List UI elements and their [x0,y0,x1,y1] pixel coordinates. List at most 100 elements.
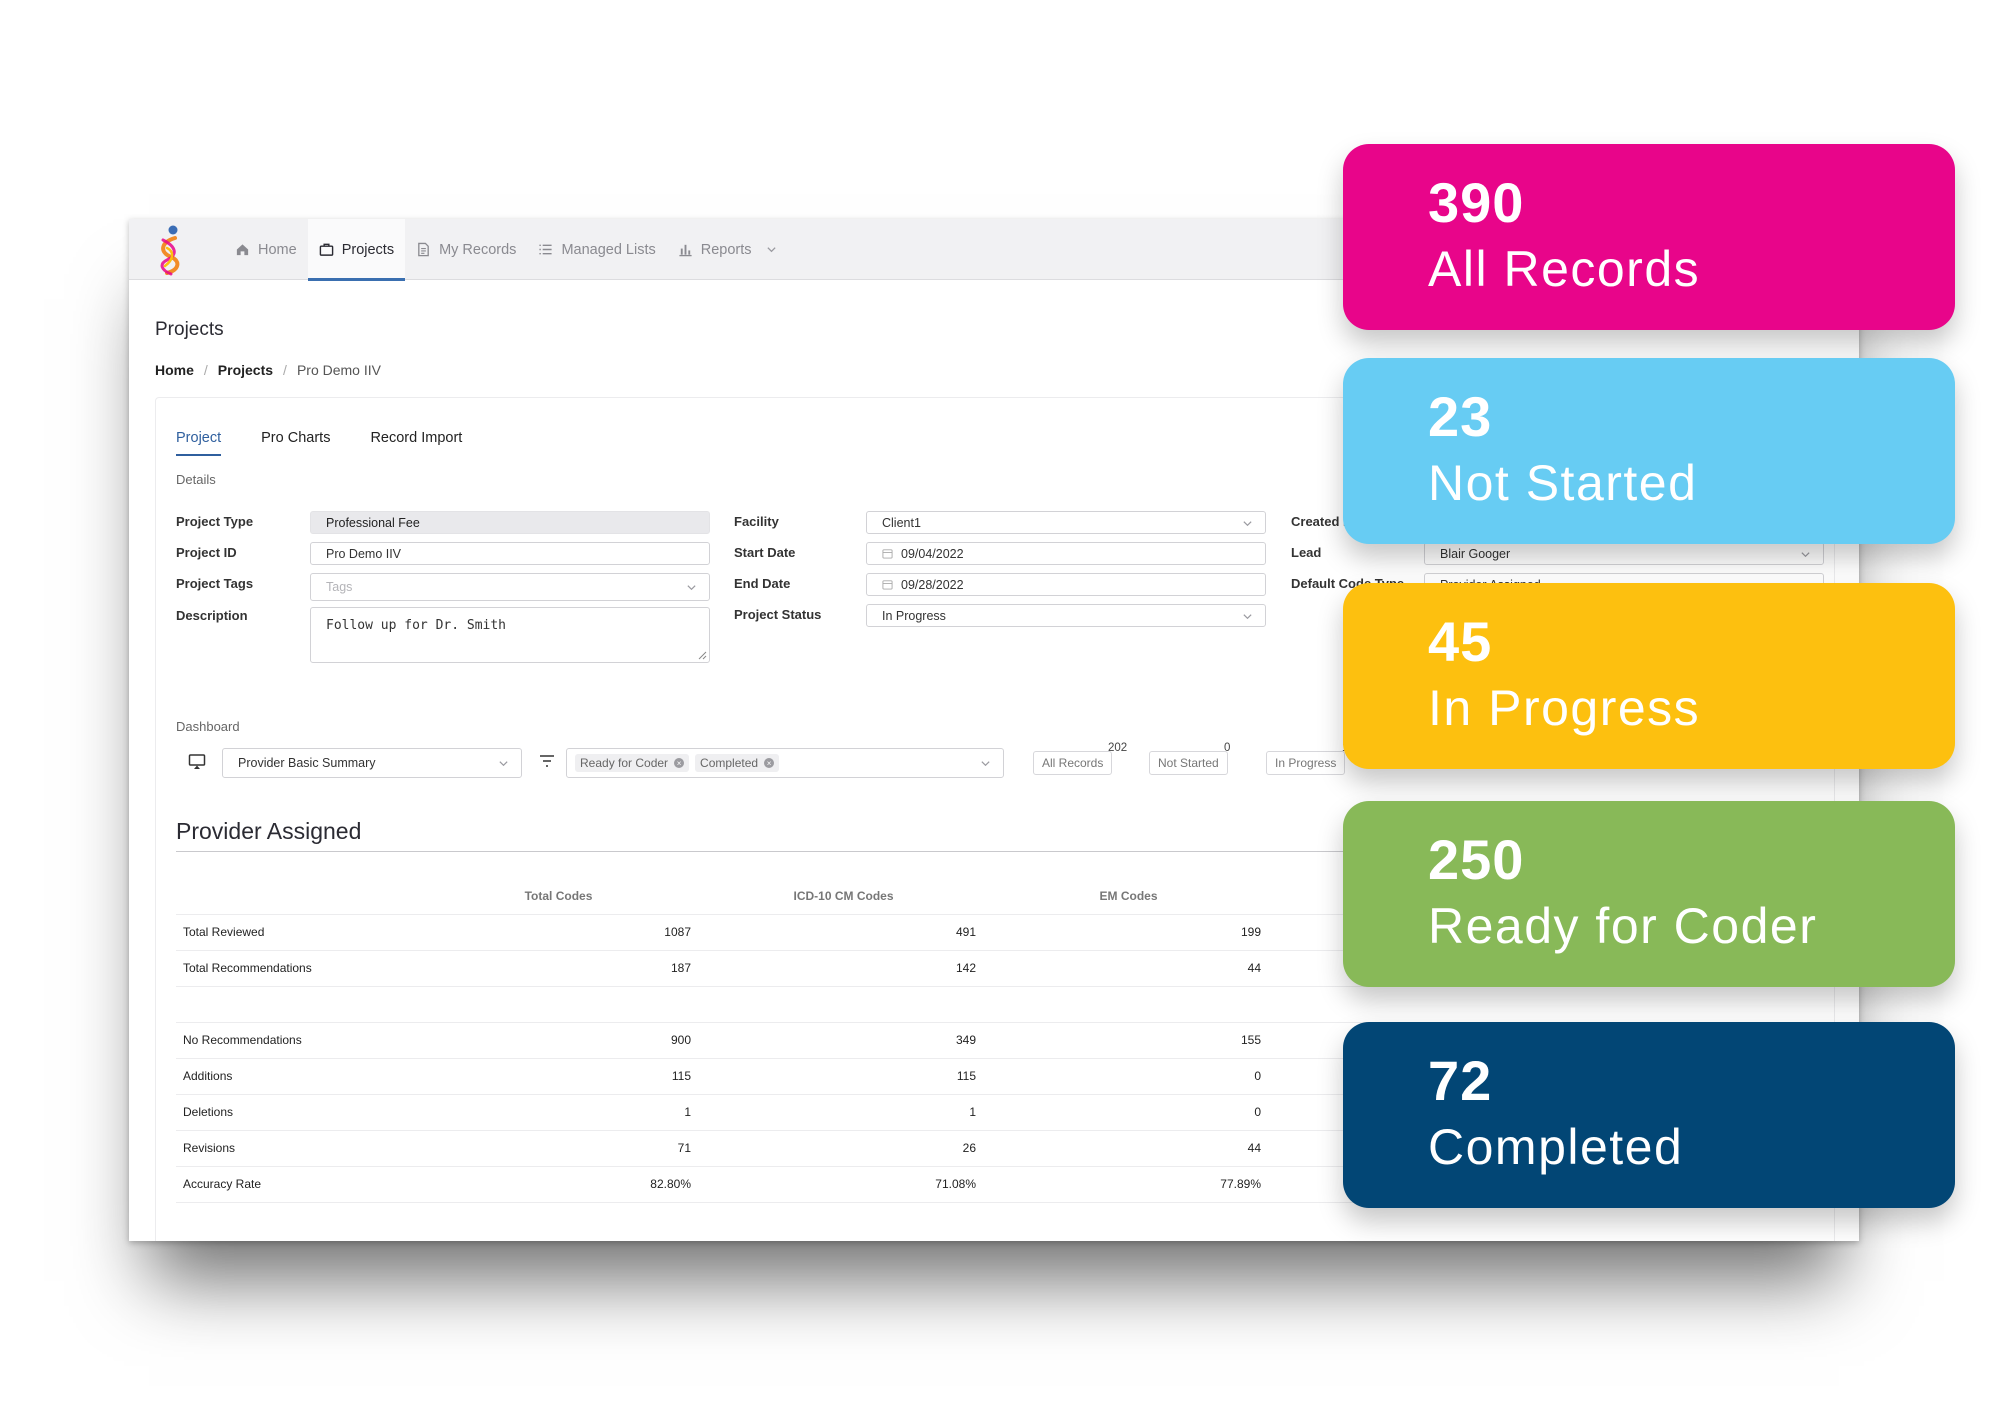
nav-projects[interactable]: Projects [307,219,406,281]
remove-chip-icon[interactable]: × [674,758,685,768]
filter-chip-label: Completed [700,756,759,770]
stat-card-all-records: 390 All Records [1343,144,1955,330]
stat-card-ready-for-coder: 250 Ready for Coder [1343,801,1955,987]
row-label: Additions [176,1057,416,1094]
cell-value: 44 [986,949,1271,986]
cell-value: 26 [701,1129,986,1166]
cell-value: 77.89% [986,1165,1271,1203]
chevron-down-icon [499,761,508,767]
cell-value: 0 [986,1093,1271,1130]
project-id-label: Project ID [176,545,237,560]
breadcrumb-projects[interactable]: Projects [217,362,274,378]
stat-number: 250 [1428,828,1525,891]
calendar-icon [882,549,893,559]
nav-my-records[interactable]: My Records [405,219,527,280]
project-tags-select[interactable]: Tags [310,573,710,601]
row-label: Accuracy Rate [176,1165,416,1203]
start-date-label: Start Date [734,545,796,560]
cell-value: 0 [986,1057,1271,1094]
cell-value: 199 [986,913,1271,950]
cell-value: 1 [416,1093,701,1130]
column-header-total-codes: Total Codes [524,888,593,903]
facility-select[interactable]: Client1 [866,511,1266,534]
end-date-value: 09/28/2022 [901,577,964,592]
nav-projects-label: Projects [341,241,395,258]
description-textarea[interactable]: Follow up for Dr. Smith [310,607,710,663]
breadcrumb-current: Pro Demo IIV [296,362,381,378]
lead-label: Lead [1291,545,1322,560]
chevron-down-icon [1801,552,1810,558]
breadcrumb-separator: / [203,362,208,378]
end-date-input[interactable]: 09/28/2022 [866,573,1266,596]
bar-chart-icon [679,244,692,257]
cell-value: 82.80% [416,1165,701,1203]
project-tabs: Project Pro Charts Record Import [176,430,462,456]
resize-grip-icon[interactable] [698,651,707,660]
project-tags-label: Project Tags [176,576,254,591]
stat-number: 45 [1428,610,1493,673]
tab-record-import[interactable]: Record Import [370,430,463,446]
facility-label: Facility [734,514,779,529]
project-id-input[interactable]: Pro Demo IIV [310,542,710,565]
chevron-down-icon [1243,521,1252,527]
description-label: Description [176,608,248,623]
divider [176,851,1816,852]
column-header-em-codes: EM Codes [1099,888,1158,903]
lead-select[interactable]: Blair Googer [1424,542,1824,565]
cell-value: 900 [416,1021,701,1058]
table-spacer-row [176,985,1816,1022]
row-label: Revisions [176,1129,416,1166]
status-not-started-label: Not Started [1158,756,1219,770]
filter-icon[interactable] [539,754,555,768]
status-not-started-button[interactable]: Not Started [1149,751,1228,775]
stat-card-in-progress: 45 In Progress [1343,583,1955,769]
status-filter-select[interactable]: Ready for Coder × Completed × [566,748,1004,778]
project-status-select[interactable]: In Progress [866,604,1266,627]
filter-chip-label: Ready for Coder [580,756,669,770]
cell-value: 142 [701,949,986,986]
summary-type-select[interactable]: Provider Basic Summary [222,748,522,778]
chevron-down-icon [981,761,990,767]
status-all-records-label: All Records [1042,756,1104,770]
tab-project[interactable]: Project [176,430,222,456]
nav-home-label: Home [258,241,297,258]
status-in-progress-button[interactable]: In Progress [1266,751,1346,775]
project-type-label: Project Type [176,514,254,529]
cell-value: 187 [416,949,701,986]
stat-label: In Progress [1428,680,1701,736]
monitor-icon[interactable] [188,753,206,771]
stat-number: 390 [1428,171,1525,234]
cell-value: 115 [701,1057,986,1094]
start-date-input[interactable]: 09/04/2022 [866,542,1266,565]
table-header-empty [176,878,416,914]
stat-label: Completed [1428,1119,1684,1175]
row-label: Total Reviewed [176,913,416,950]
nav-reports-label: Reports [700,241,752,258]
cell-value: 71.08% [701,1165,986,1203]
status-all-records-button[interactable]: All Records [1033,751,1113,775]
cell-value: 44 [986,1129,1271,1166]
remove-chip-icon[interactable]: × [764,758,775,768]
nav-my-records-label: My Records [439,241,517,258]
filter-chip-ready-for-coder[interactable]: Ready for Coder × [575,754,690,772]
nav-home[interactable]: Home [224,219,308,280]
breadcrumb-home[interactable]: Home [155,362,194,378]
cell-value: 491 [701,913,986,950]
filter-chip-completed[interactable]: Completed × [695,754,780,772]
nav-managed-lists[interactable]: Managed Lists [527,219,666,280]
app-logo[interactable] [153,224,187,276]
calendar-icon [882,580,893,590]
dashboard-section-label: Dashboard [176,719,240,734]
nav-managed-lists-label: Managed Lists [561,241,656,258]
breadcrumb-separator: / [283,362,287,378]
stat-card-not-started: 23 Not Started [1343,358,1955,544]
provider-assigned-title: Provider Assigned [176,818,362,844]
start-date-value: 09/04/2022 [901,546,964,561]
nav-reports[interactable]: Reports [667,219,788,280]
tab-pro-charts[interactable]: Pro Charts [261,430,331,446]
main-nav: Home Projects My Records Managed Lists R… [224,219,788,281]
chevron-down-icon [1243,614,1252,620]
home-icon [236,244,249,256]
project-tags-placeholder: Tags [326,580,353,594]
lead-value: Blair Googer [1440,546,1511,561]
